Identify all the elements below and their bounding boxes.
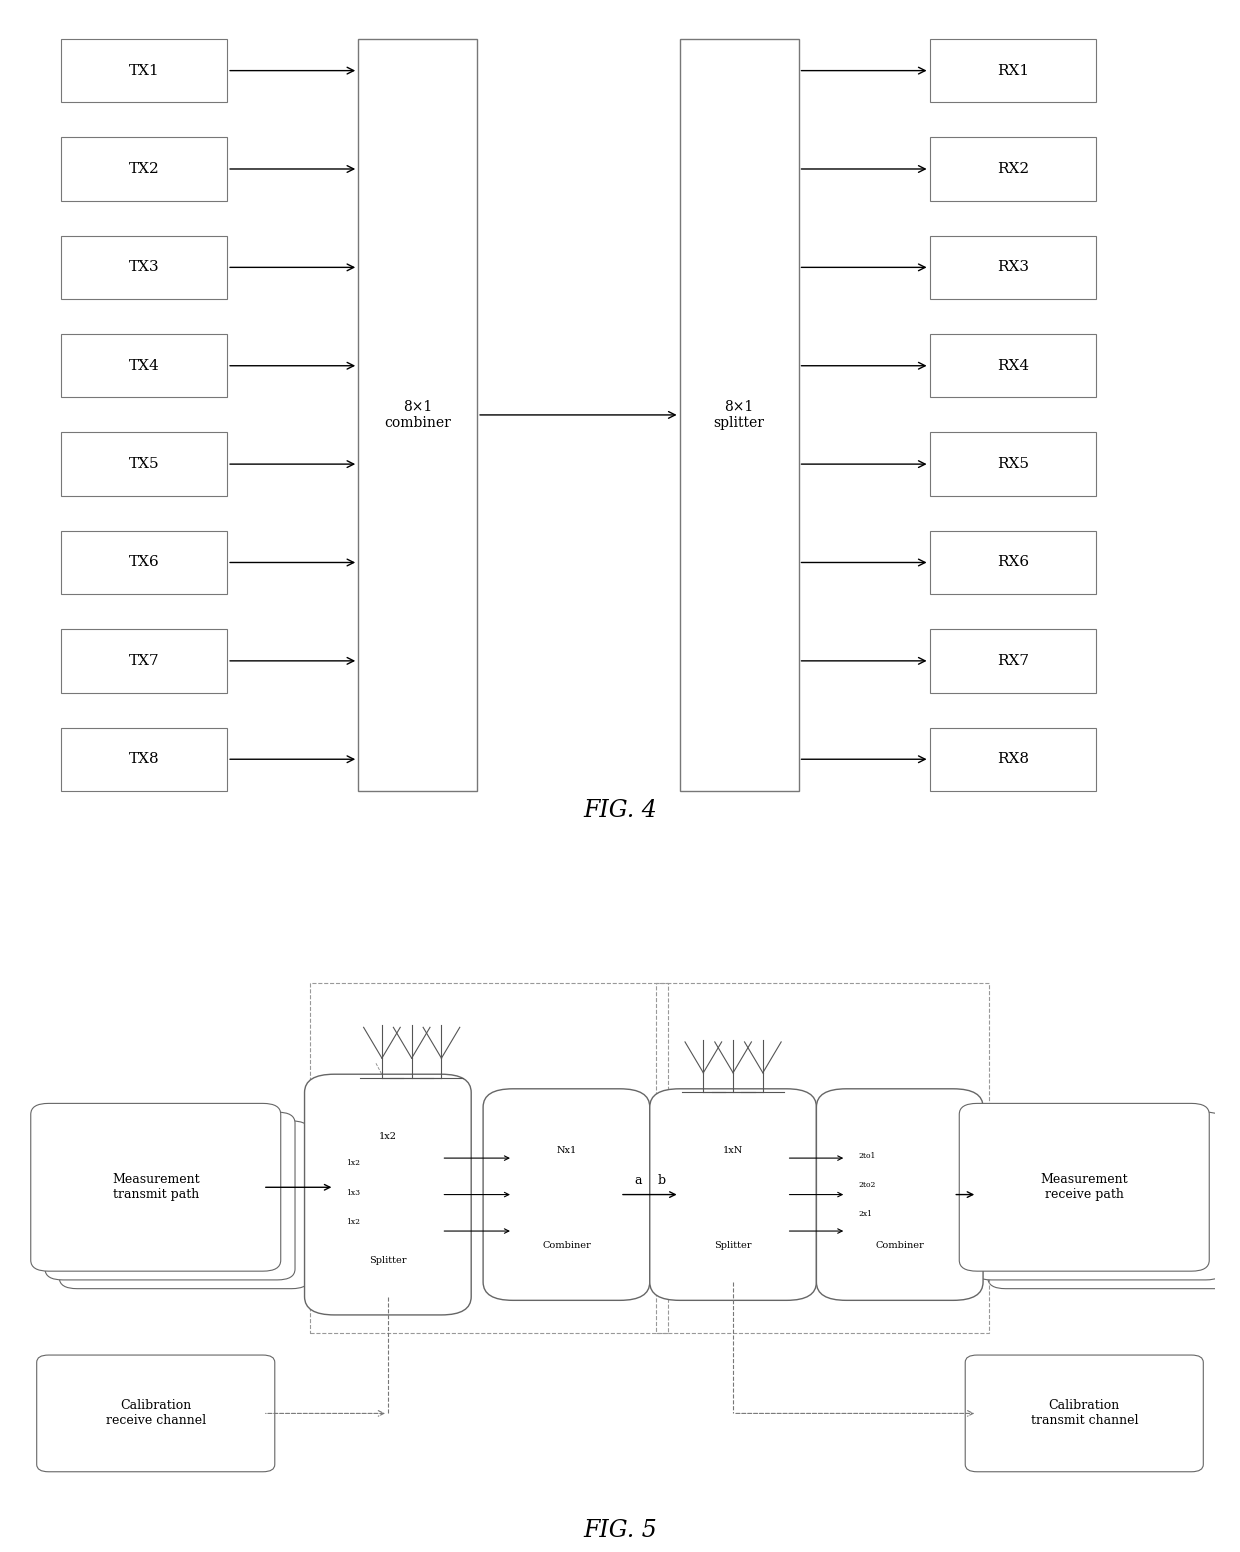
Text: RX6: RX6	[997, 556, 1029, 570]
FancyBboxPatch shape	[965, 1355, 1203, 1471]
FancyBboxPatch shape	[816, 1090, 983, 1301]
FancyBboxPatch shape	[305, 1074, 471, 1315]
FancyBboxPatch shape	[484, 1090, 650, 1301]
FancyBboxPatch shape	[61, 728, 227, 792]
Text: Splitter: Splitter	[370, 1256, 407, 1265]
FancyBboxPatch shape	[37, 1355, 275, 1471]
FancyBboxPatch shape	[61, 39, 227, 102]
FancyBboxPatch shape	[960, 1103, 1209, 1271]
Text: RX4: RX4	[997, 359, 1029, 372]
Text: FIG. 5: FIG. 5	[583, 1518, 657, 1541]
Text: Nx1: Nx1	[557, 1147, 577, 1155]
FancyBboxPatch shape	[973, 1113, 1224, 1280]
Text: RX2: RX2	[997, 161, 1029, 175]
Text: Calibration
receive channel: Calibration receive channel	[105, 1400, 206, 1428]
Text: 2to1: 2to1	[858, 1152, 875, 1159]
FancyBboxPatch shape	[61, 137, 227, 200]
Text: TX6: TX6	[129, 556, 159, 570]
Text: Splitter: Splitter	[714, 1242, 751, 1249]
Text: TX3: TX3	[129, 261, 159, 275]
FancyBboxPatch shape	[45, 1113, 295, 1280]
FancyBboxPatch shape	[358, 39, 477, 792]
FancyBboxPatch shape	[61, 236, 227, 300]
Text: 8×1
splitter: 8×1 splitter	[713, 400, 765, 430]
FancyBboxPatch shape	[61, 433, 227, 495]
Text: 2to2: 2to2	[858, 1181, 875, 1189]
FancyBboxPatch shape	[930, 433, 1096, 495]
Text: Measurement
transmit path: Measurement transmit path	[112, 1173, 200, 1201]
Text: TX2: TX2	[129, 161, 159, 175]
Text: b: b	[657, 1173, 666, 1187]
Text: a: a	[634, 1173, 641, 1187]
FancyBboxPatch shape	[61, 531, 227, 594]
Text: Combiner: Combiner	[542, 1242, 590, 1249]
Text: 1x2: 1x2	[346, 1218, 360, 1226]
Text: RX8: RX8	[997, 753, 1029, 767]
Text: TX1: TX1	[129, 64, 159, 78]
FancyBboxPatch shape	[930, 531, 1096, 594]
Text: RX5: RX5	[997, 458, 1029, 472]
Text: TX4: TX4	[129, 359, 159, 372]
FancyBboxPatch shape	[930, 728, 1096, 792]
Text: TX7: TX7	[129, 653, 159, 667]
Text: 2x1: 2x1	[858, 1211, 872, 1218]
FancyBboxPatch shape	[930, 236, 1096, 300]
Text: Calibration
transmit channel: Calibration transmit channel	[1030, 1400, 1138, 1428]
Text: 8×1
combiner: 8×1 combiner	[384, 400, 451, 430]
Text: 1x3: 1x3	[346, 1189, 361, 1197]
FancyBboxPatch shape	[930, 137, 1096, 200]
FancyBboxPatch shape	[61, 334, 227, 397]
FancyBboxPatch shape	[650, 1090, 816, 1301]
FancyBboxPatch shape	[31, 1103, 280, 1271]
FancyBboxPatch shape	[680, 39, 799, 792]
Text: Combiner: Combiner	[875, 1242, 924, 1249]
Text: TX8: TX8	[129, 753, 159, 767]
Text: RX3: RX3	[997, 261, 1029, 275]
Text: 1x2: 1x2	[379, 1131, 397, 1141]
Text: RX7: RX7	[997, 653, 1029, 667]
Text: FIG. 4: FIG. 4	[583, 799, 657, 823]
Text: TX5: TX5	[129, 458, 159, 472]
FancyBboxPatch shape	[988, 1121, 1238, 1288]
Text: Measurement
receive path: Measurement receive path	[1040, 1173, 1128, 1201]
FancyBboxPatch shape	[60, 1121, 309, 1288]
Text: 1x2: 1x2	[346, 1159, 360, 1167]
Text: RX1: RX1	[997, 64, 1029, 78]
FancyBboxPatch shape	[930, 334, 1096, 397]
FancyBboxPatch shape	[61, 629, 227, 692]
FancyBboxPatch shape	[930, 629, 1096, 692]
FancyBboxPatch shape	[930, 39, 1096, 102]
Text: 1xN: 1xN	[723, 1147, 743, 1155]
